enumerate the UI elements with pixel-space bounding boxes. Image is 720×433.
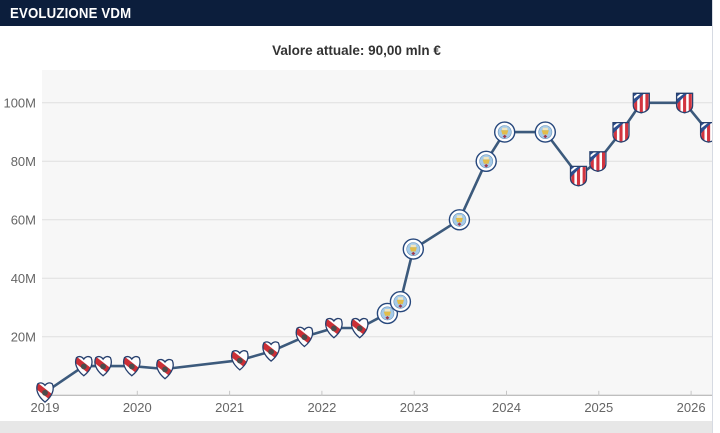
page-right-margin: [712, 0, 720, 433]
vdm-chart-svg: 20M 40M 60M 80M 100M 2019 2020 2021 2022 2023 2024…: [3, 70, 720, 415]
data-point-manchester-city-13[interactable]: [448, 209, 471, 231]
y-axis-label-20M: 20M: [11, 329, 36, 344]
data-point-manchester-city-14[interactable]: [475, 150, 497, 173]
y-axis-label-60M: 60M: [11, 212, 36, 227]
data-point-manchester-city-11[interactable]: [389, 291, 412, 313]
x-axis-label-2022: 2022: [307, 400, 336, 415]
x-axis-label-2024: 2024: [492, 400, 521, 415]
y-axis-label-100M: 100M: [3, 95, 36, 110]
section-header: EVOLUZIONE VDM: [0, 0, 713, 26]
current-value-subtitle: Valore attuale: 90,00 mln €: [0, 26, 713, 60]
data-point-atletico-madrid-21[interactable]: [677, 93, 693, 114]
section-title: EVOLUZIONE VDM: [10, 4, 132, 22]
data-point-atletico-madrid-18[interactable]: [590, 151, 606, 172]
x-axis-label-2025: 2025: [584, 400, 613, 415]
x-axis-label-2021: 2021: [215, 400, 244, 415]
y-axis-label-40M: 40M: [11, 271, 36, 286]
vdm-chart: 20M 40M 60M 80M 100M 2019 2020 2021 2022 2023 2024…: [0, 68, 713, 421]
footer-strip: [0, 421, 713, 433]
data-point-atletico-madrid-17[interactable]: [571, 166, 587, 187]
y-axis-label-80M: 80M: [11, 154, 36, 169]
x-axis-label-2019: 2019: [31, 400, 60, 415]
data-point-manchester-city-16[interactable]: [534, 121, 556, 143]
current-value-text: Valore attuale: 90,00 mln €: [272, 43, 441, 58]
x-axis-label-2026: 2026: [677, 400, 706, 415]
data-point-atletico-madrid-20[interactable]: [633, 93, 649, 114]
plot-area: [42, 70, 713, 396]
x-axis-label-2023: 2023: [400, 400, 429, 415]
data-point-atletico-madrid-19[interactable]: [613, 122, 629, 143]
data-point-manchester-city-12[interactable]: [402, 238, 424, 260]
data-point-manchester-city-15[interactable]: [494, 121, 516, 143]
x-axis-label-2020: 2020: [123, 400, 152, 415]
